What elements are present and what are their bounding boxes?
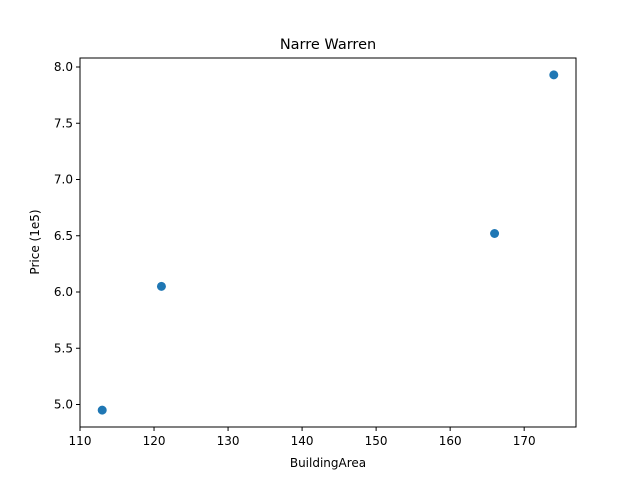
x-tick-label: 110 [69,434,92,448]
y-axis: 5.0 5.5 6.0 6.5 7.0 7.5 8.0 [54,60,80,412]
y-tick-label: 7.0 [54,173,73,187]
data-point [156,281,166,291]
x-tick-label: 130 [217,434,240,448]
data-points [97,70,559,415]
x-tick-label: 160 [439,434,462,448]
y-tick-label: 6.0 [54,285,73,299]
x-tick-label: 170 [513,434,536,448]
x-tick-label: 120 [143,434,166,448]
y-tick-label: 5.0 [54,398,73,412]
x-axis-label: BuildingArea [290,456,366,470]
chart-title: Narre Warren [280,37,376,53]
y-axis-label: Price (1e5) [28,209,42,274]
x-axis: 110 120 130 140 150 160 170 [69,427,536,448]
x-tick-label: 150 [365,434,388,448]
y-tick-label: 8.0 [54,60,73,74]
y-tick-label: 7.5 [54,116,73,130]
y-tick-label: 6.5 [54,229,73,243]
data-point [549,70,559,80]
x-tick-label: 140 [291,434,314,448]
plot-frame [79,57,577,428]
y-tick-label: 5.5 [54,341,73,355]
data-point [490,229,500,238]
data-point [97,405,107,415]
